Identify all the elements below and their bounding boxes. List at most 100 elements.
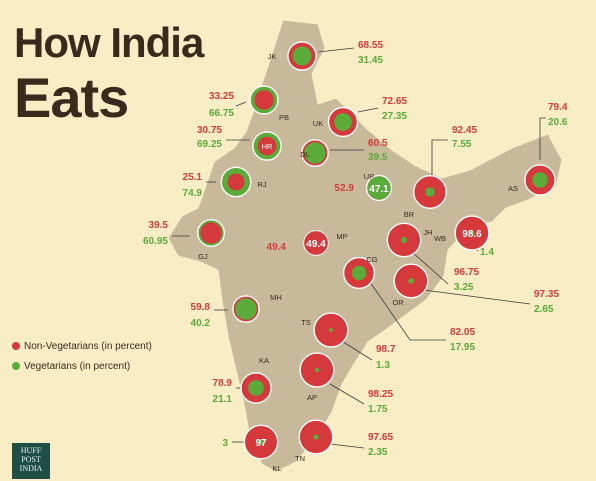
state-code-cg: CG	[366, 255, 377, 264]
green-dot-icon	[12, 362, 20, 370]
value-jh-non-veg: 96.75	[454, 267, 479, 278]
legend-veg: Vegetarians (in percent)	[12, 361, 130, 372]
value-mp-non-veg: 49.4	[306, 239, 326, 250]
bubble-kl-veg	[258, 439, 264, 445]
bubble-dl-veg	[304, 142, 326, 164]
bubble-pb-non-veg	[254, 90, 274, 110]
leader-line-pb	[235, 101, 247, 107]
state-code-br: BR	[404, 210, 415, 219]
state-code-up: UP	[364, 172, 374, 181]
value-gj-non-veg: 39.5	[149, 220, 169, 231]
title-line-1: How India	[14, 19, 204, 66]
state-code-rj: RJ	[257, 180, 266, 189]
value-ap-non-veg: 98.25	[368, 389, 393, 400]
logo-line-1: HUFF	[20, 446, 42, 455]
bubble-ts-veg	[329, 328, 333, 332]
state-code-or: OR	[392, 298, 404, 307]
value-ts-veg: 1.3	[376, 360, 390, 371]
value-as-veg: 20.6	[548, 117, 568, 128]
value-mh-veg: 40.2	[191, 318, 211, 329]
value-ts-non-veg: 98.7	[376, 344, 396, 355]
value-ka-non-veg: 78.9	[213, 378, 233, 389]
leader-line-tn	[329, 443, 365, 449]
value-cg-non-veg: 82.05	[450, 327, 475, 338]
value-jk-veg: 31.45	[358, 55, 383, 66]
value-br-non-veg: 92.45	[452, 125, 477, 136]
bubble-tn-veg	[313, 434, 319, 440]
value-br-veg: 7.55	[452, 139, 472, 150]
value-pb-veg: 66.75	[209, 108, 234, 119]
leader-line-jh	[411, 251, 449, 285]
leader-line-or	[423, 289, 531, 305]
logo-line-3: INDIA	[19, 464, 43, 473]
value-mp-non-veg: 49.4	[267, 242, 287, 253]
leader-line-jk	[317, 47, 355, 53]
legend-non-veg: Non-Vegetarians (in percent)	[12, 341, 152, 352]
value-or-veg: 2.65	[534, 304, 554, 315]
state-code-dl: DL	[300, 150, 310, 159]
state-code-wb: WB	[434, 234, 446, 243]
value-tn-veg: 2.35	[368, 447, 388, 458]
state-code-gj: GJ	[198, 252, 208, 261]
bubble-cg-veg	[351, 265, 367, 281]
value-as-non-veg: 79.4	[548, 102, 568, 113]
value-uk-veg: 27.35	[382, 111, 407, 122]
state-code-jk: JK	[268, 52, 277, 61]
value-gj-veg: 60.95	[143, 236, 168, 247]
value-tn-non-veg: 97.65	[368, 432, 393, 443]
value-or-non-veg: 97.35	[534, 289, 559, 300]
state-code-pb: PB	[279, 113, 289, 122]
leader-line-as	[539, 117, 546, 160]
bubble-mp-non-veg	[304, 231, 328, 255]
value-cg-veg: 17.95	[450, 342, 475, 353]
state-code-hr: HR	[262, 142, 273, 151]
value-mh-non-veg: 59.8	[191, 302, 211, 313]
bubble-gj-non-veg	[200, 222, 222, 244]
state-code-tn: TN	[295, 454, 305, 463]
value-jh-veg: 3.25	[454, 282, 474, 293]
bubble-br-veg	[425, 187, 435, 197]
leader-line-br	[431, 139, 448, 192]
bubble-jk-veg	[292, 46, 312, 66]
state-code-ap: AP	[307, 393, 317, 402]
state-code-ka: KA	[259, 356, 269, 365]
bubble-rj-non-veg	[227, 173, 245, 191]
leader-line-ap	[329, 383, 365, 405]
value-wb-veg: 1.4	[480, 247, 494, 258]
value-hr-veg: 69.25	[197, 139, 222, 150]
bubble-mh-veg	[235, 298, 257, 320]
value-dl-non-veg: 60.5	[368, 138, 388, 149]
state-code-as: AS	[508, 184, 518, 193]
state-code-kl: KL	[272, 464, 281, 473]
value-kl-veg: 3	[222, 438, 228, 449]
red-dot-icon	[12, 342, 20, 350]
bubble-ap-veg	[314, 367, 320, 373]
bubble-or-veg	[408, 278, 414, 284]
bubble-hr-non-veg	[257, 136, 277, 156]
leader-line-uk	[357, 107, 379, 113]
value-dl-veg: 39.5	[368, 152, 388, 163]
value-wb-non-veg: 98.6	[462, 229, 482, 240]
bubble-wb-veg	[470, 231, 474, 235]
bubble-up-veg	[367, 176, 391, 200]
value-up-non-veg: 52.9	[335, 183, 355, 194]
bubble-uk-veg	[334, 113, 352, 131]
value-rj-veg: 74.9	[183, 188, 203, 199]
huffpost-logo: HUFF POST INDIA	[12, 443, 50, 479]
value-uk-non-veg: 72.65	[382, 96, 407, 107]
state-code-ts: TS	[301, 318, 311, 327]
state-bubbles	[196, 41, 556, 460]
state-code-mh: MH	[270, 293, 282, 302]
value-ap-veg: 1.75	[368, 404, 388, 415]
leader-line-cg	[369, 281, 446, 341]
legend-non-veg-label: Non-Vegetarians (in percent)	[24, 341, 152, 352]
value-pb-non-veg: 33.25	[209, 91, 234, 102]
leader-line-ts	[339, 339, 373, 361]
value-up-veg: 47.1	[369, 184, 389, 195]
bubble-jh-veg	[400, 236, 408, 244]
state-code-jh: JH	[423, 228, 432, 237]
state-code-mp: MP	[336, 232, 347, 241]
value-hr-non-veg: 30.75	[197, 125, 222, 136]
